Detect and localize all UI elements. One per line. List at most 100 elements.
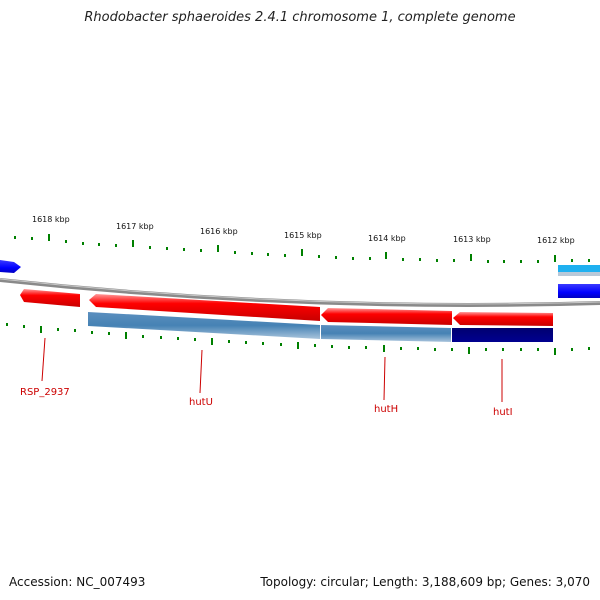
major-tick — [383, 345, 385, 352]
minor-tick — [588, 347, 590, 350]
minor-tick — [400, 347, 402, 350]
genome-backbone — [0, 278, 600, 307]
minor-tick — [200, 249, 202, 252]
major-tick — [297, 342, 299, 349]
neighbor-gene-right-blue[interactable] — [558, 284, 600, 298]
scale-label-1615: 1615 kbp — [284, 231, 322, 240]
minor-tick — [6, 323, 8, 326]
major-tick — [211, 338, 213, 345]
major-tick — [468, 347, 470, 354]
minor-tick — [31, 237, 33, 240]
major-tick — [554, 255, 556, 262]
minor-tick — [453, 259, 455, 262]
leader-line-hutu — [199, 349, 203, 394]
minor-tick — [537, 260, 539, 263]
minor-tick — [183, 248, 185, 251]
gene-label-hutu[interactable]: hutU — [189, 397, 213, 408]
minor-tick — [520, 348, 522, 351]
minor-tick — [365, 346, 367, 349]
minor-tick — [348, 346, 350, 349]
minor-tick — [262, 342, 264, 345]
leader-line-huth — [383, 356, 386, 401]
cds-huth[interactable] — [321, 325, 451, 342]
minor-tick — [98, 243, 100, 246]
minor-tick — [280, 343, 282, 346]
scale-labels: 1618 kbp 1617 kbp 1616 kbp 1615 kbp 1614… — [32, 215, 575, 245]
neighbor-gene-right-cyan[interactable] — [558, 265, 600, 274]
neighbor-genes — [0, 260, 600, 298]
minor-tick — [485, 348, 487, 351]
minor-tick — [82, 242, 84, 245]
gene-label-rsp2937[interactable]: RSP_2937 — [20, 387, 70, 398]
lower-tick-row — [6, 323, 590, 355]
minor-tick — [352, 257, 354, 260]
major-tick — [470, 254, 472, 261]
leader-line-rsp2937 — [41, 337, 46, 382]
minor-tick — [245, 341, 247, 344]
minor-tick — [166, 247, 168, 250]
leader-lines — [41, 337, 503, 402]
scale-label-1613: 1613 kbp — [453, 235, 491, 244]
minor-tick — [57, 328, 59, 331]
cds-hutu[interactable] — [88, 312, 320, 339]
gene-huti[interactable] — [453, 312, 553, 326]
major-tick — [385, 252, 387, 259]
gene-label-huth[interactable]: hutH — [374, 404, 398, 415]
minor-tick — [115, 244, 117, 247]
minor-tick — [487, 260, 489, 263]
genome-summary-text: Topology: circular; Length: 3,188,609 bp… — [260, 575, 590, 589]
minor-tick — [314, 344, 316, 347]
minor-tick — [571, 348, 573, 351]
minor-tick — [14, 236, 16, 239]
minor-tick — [331, 345, 333, 348]
major-tick — [301, 249, 303, 256]
minor-tick — [194, 338, 196, 341]
forward-genes — [20, 289, 553, 326]
cds-huti[interactable] — [452, 328, 553, 342]
gene-rsp2937[interactable] — [20, 289, 80, 307]
major-tick — [125, 332, 127, 339]
minor-tick — [451, 348, 453, 351]
minor-tick — [142, 335, 144, 338]
major-tick — [132, 240, 134, 247]
minor-tick — [74, 329, 76, 332]
minor-tick — [23, 325, 25, 328]
minor-tick — [588, 259, 590, 262]
scale-label-1617: 1617 kbp — [116, 222, 154, 231]
gene-labels: RSP_2937 hutU hutH hutI — [20, 387, 513, 418]
map-title: Rhodobacter sphaeroides 2.4.1 chromosome… — [84, 10, 516, 25]
minor-tick — [65, 240, 67, 243]
minor-tick — [419, 258, 421, 261]
scale-label-1614: 1614 kbp — [368, 234, 406, 243]
major-tick — [217, 245, 219, 252]
minor-tick — [436, 259, 438, 262]
cds-bars — [88, 312, 553, 342]
minor-tick — [149, 246, 151, 249]
minor-tick — [537, 348, 539, 351]
gene-label-huti[interactable]: hutI — [493, 407, 513, 418]
gene-hutu[interactable] — [89, 294, 320, 321]
minor-tick — [520, 260, 522, 263]
neighbor-gene-right-cyan-shade — [558, 272, 600, 276]
neighbor-gene-left[interactable] — [0, 260, 21, 273]
minor-tick — [335, 256, 337, 259]
scale-label-1612: 1612 kbp — [537, 236, 575, 245]
minor-tick — [267, 253, 269, 256]
upper-tick-row — [14, 234, 590, 263]
accession-text: Accession: NC_007493 — [9, 575, 146, 589]
gene-huth[interactable] — [321, 308, 452, 325]
minor-tick — [234, 251, 236, 254]
minor-tick — [571, 259, 573, 262]
minor-tick — [502, 348, 504, 351]
minor-tick — [251, 252, 253, 255]
scale-label-1616: 1616 kbp — [200, 227, 238, 236]
minor-tick — [284, 254, 286, 257]
scale-label-1618: 1618 kbp — [32, 215, 70, 224]
genome-backbone-highlight — [0, 278, 600, 305]
minor-tick — [503, 260, 505, 263]
minor-tick — [318, 255, 320, 258]
minor-tick — [402, 258, 404, 261]
minor-tick — [434, 348, 436, 351]
minor-tick — [369, 257, 371, 260]
